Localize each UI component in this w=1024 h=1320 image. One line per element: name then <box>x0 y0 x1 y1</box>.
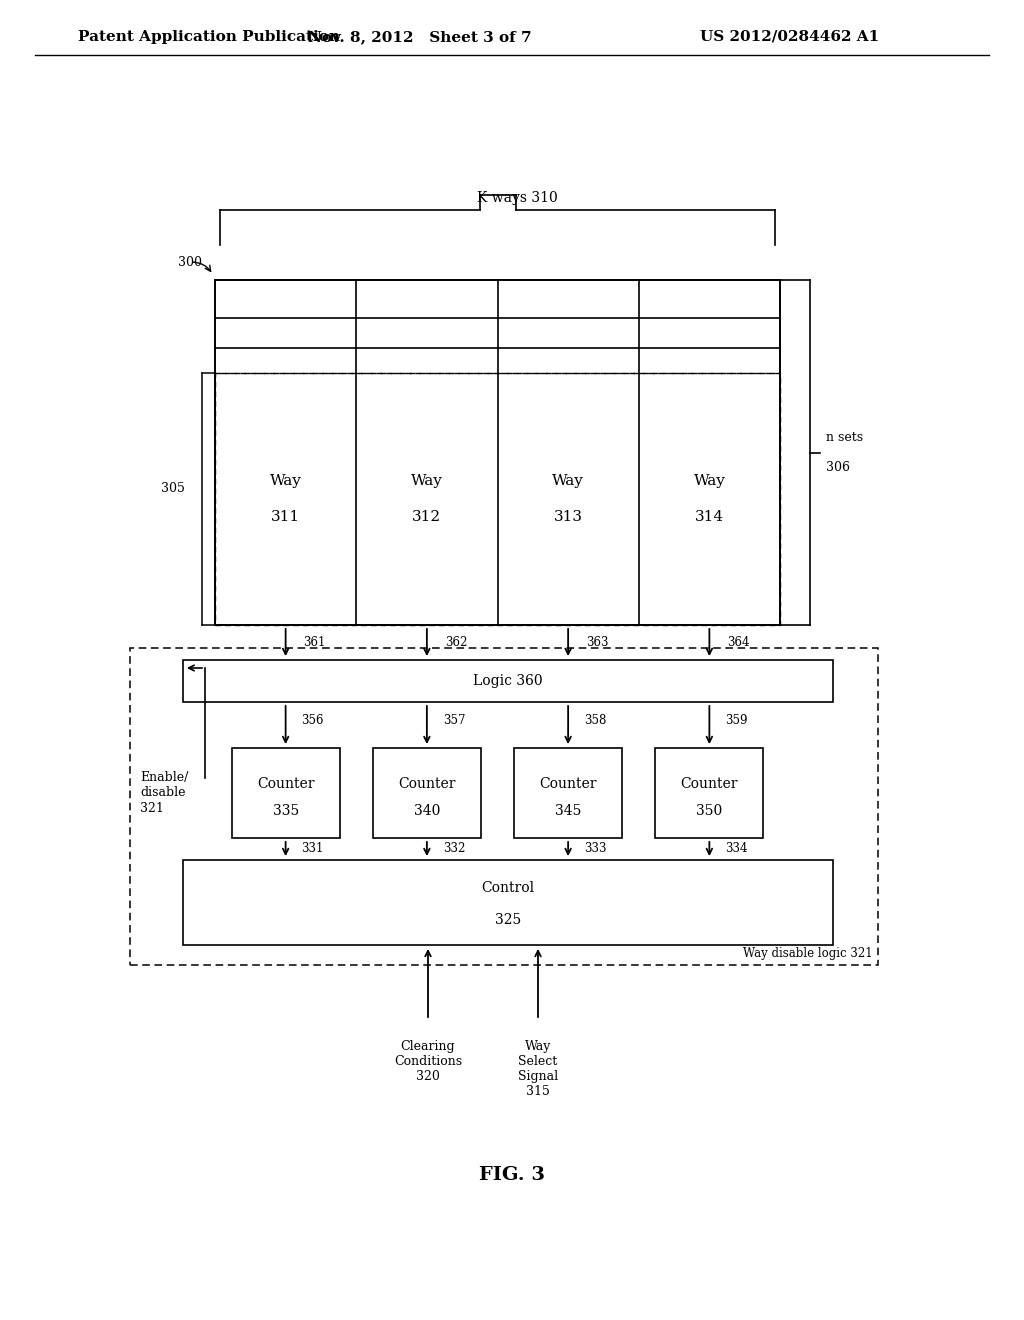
Bar <box>183 660 833 702</box>
Text: 359: 359 <box>725 714 748 726</box>
Bar <box>231 748 340 838</box>
Text: Patent Application Publication: Patent Application Publication <box>78 30 340 44</box>
Text: Way: Way <box>411 474 442 488</box>
Text: Counter: Counter <box>398 777 456 791</box>
Text: 313: 313 <box>554 510 583 524</box>
Text: Counter: Counter <box>681 777 738 791</box>
Text: Way: Way <box>552 474 584 488</box>
Text: n sets: n sets <box>826 432 863 444</box>
Bar <box>655 748 763 838</box>
Text: 311: 311 <box>271 510 300 524</box>
Bar <box>215 374 780 624</box>
Text: 300: 300 <box>178 256 202 268</box>
Text: Enable/
disable
321: Enable/ disable 321 <box>140 771 188 814</box>
Text: 306: 306 <box>826 461 850 474</box>
Text: 364: 364 <box>727 636 750 649</box>
Text: 356: 356 <box>302 714 325 726</box>
Text: 350: 350 <box>696 804 723 818</box>
Bar <box>215 280 780 624</box>
Text: 312: 312 <box>413 510 441 524</box>
Text: 333: 333 <box>584 842 606 855</box>
Bar <box>183 861 833 945</box>
Text: 314: 314 <box>695 510 724 524</box>
Text: FIG. 3: FIG. 3 <box>479 1166 545 1184</box>
Text: K ways 310: K ways 310 <box>477 191 558 205</box>
Text: 361: 361 <box>304 636 326 649</box>
Bar <box>373 748 481 838</box>
Text: Counter: Counter <box>540 777 597 791</box>
Text: Counter: Counter <box>257 777 314 791</box>
Bar <box>514 748 623 838</box>
Text: 335: 335 <box>272 804 299 818</box>
Text: 332: 332 <box>442 842 465 855</box>
Text: Way disable logic 321: Way disable logic 321 <box>743 946 873 960</box>
Text: 362: 362 <box>444 636 467 649</box>
Text: 358: 358 <box>584 714 606 726</box>
Text: 334: 334 <box>725 842 748 855</box>
Text: Way: Way <box>269 474 301 488</box>
Text: 345: 345 <box>555 804 582 818</box>
Text: Control: Control <box>481 880 535 895</box>
Text: Clearing
Conditions
320: Clearing Conditions 320 <box>394 1040 462 1082</box>
Text: 363: 363 <box>586 636 608 649</box>
Text: Way
Select
Signal
315: Way Select Signal 315 <box>518 1040 558 1098</box>
Text: Way: Way <box>693 474 725 488</box>
Text: 305: 305 <box>161 483 185 495</box>
Text: 325: 325 <box>495 913 521 928</box>
Text: 340: 340 <box>414 804 440 818</box>
Text: Logic 360: Logic 360 <box>473 675 543 688</box>
Text: 331: 331 <box>302 842 324 855</box>
Text: US 2012/0284462 A1: US 2012/0284462 A1 <box>700 30 880 44</box>
Text: 357: 357 <box>442 714 465 726</box>
Bar <box>130 648 878 965</box>
Text: Nov. 8, 2012   Sheet 3 of 7: Nov. 8, 2012 Sheet 3 of 7 <box>308 30 531 44</box>
